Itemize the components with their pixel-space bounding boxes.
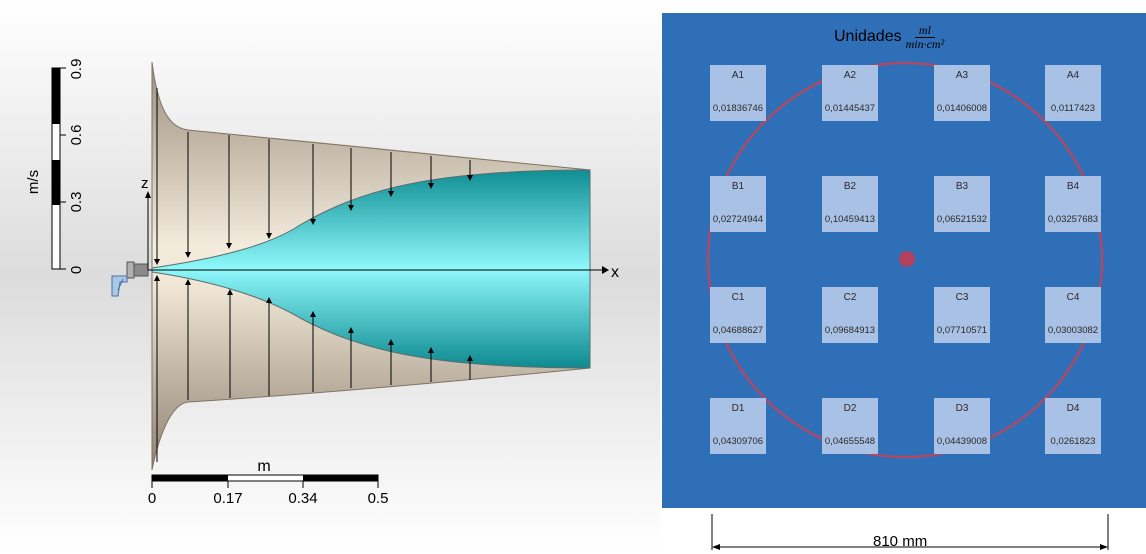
x-axis bbox=[148, 266, 609, 274]
dimension-line bbox=[711, 514, 1109, 550]
collector-a3: A3 0,01406008 bbox=[934, 65, 990, 121]
collector-value: 0,06521532 bbox=[936, 214, 988, 225]
length-tick-0-34: 0.34 bbox=[288, 490, 317, 507]
collector-id: D2 bbox=[843, 403, 857, 414]
collector-c4: C4 0,03003082 bbox=[1045, 287, 1101, 343]
collector-id: C1 bbox=[731, 292, 745, 303]
collector-b2: B2 0,10459413 bbox=[822, 176, 878, 232]
collector-id: B2 bbox=[843, 181, 857, 192]
collector-value: 0,10459413 bbox=[824, 214, 876, 225]
units-denominator: min·cm² bbox=[905, 36, 945, 51]
collector-b4: B4 0,03257683 bbox=[1045, 176, 1101, 232]
units-fraction: ml min·cm² bbox=[905, 23, 945, 51]
collector-value: 0,0261823 bbox=[1050, 436, 1096, 447]
collector-d3: D3 0,04439008 bbox=[934, 398, 990, 454]
collector-a1: A1 0,01836746 bbox=[710, 65, 766, 121]
collector-value: 0,04439008 bbox=[936, 436, 988, 447]
collector-value: 0,03003082 bbox=[1047, 325, 1099, 336]
collector-value: 0,0117423 bbox=[1050, 103, 1096, 114]
collector-id: A1 bbox=[731, 70, 745, 81]
collector-c2: C2 0,09684913 bbox=[822, 287, 878, 343]
collector-value: 0,09684913 bbox=[824, 325, 876, 336]
collector-value: 0,01836746 bbox=[712, 103, 764, 114]
units-prefix: Unidades bbox=[834, 28, 902, 45]
collection-grid-panel: Unidades ml min·cm² A1 0,01836746 A2 0,0… bbox=[662, 13, 1146, 508]
velocity-scale-bar bbox=[51, 67, 66, 270]
spray-core bbox=[151, 169, 591, 369]
collector-d2: D2 0,04655548 bbox=[822, 398, 878, 454]
length-unit-label: m bbox=[257, 458, 270, 475]
collector-value: 0,04655548 bbox=[824, 436, 876, 447]
spray-plume-diagram: x z 0 0.3 0.6 0.9 m/s bbox=[0, 0, 660, 554]
velocity-tick-0-3: 0.3 bbox=[68, 192, 85, 213]
collector-id: B4 bbox=[1066, 181, 1080, 192]
spray-circle-svg bbox=[706, 61, 1104, 459]
velocity-tick-0: 0 bbox=[68, 266, 85, 274]
length-tick-0-17: 0.17 bbox=[213, 490, 242, 507]
velocity-tick-0-9: 0.9 bbox=[68, 59, 85, 80]
collector-id: D3 bbox=[955, 403, 969, 414]
collector-b1: B1 0,02724944 bbox=[710, 176, 766, 232]
collector-a4: A4 0,0117423 bbox=[1045, 65, 1101, 121]
collector-id: A2 bbox=[843, 70, 857, 81]
center-dot bbox=[899, 251, 915, 267]
collector-id: B3 bbox=[955, 181, 969, 192]
bottom-velocity-arrows bbox=[154, 275, 473, 462]
collector-b3: B3 0,06521532 bbox=[934, 176, 990, 232]
collector-c1: C1 0,04688627 bbox=[710, 287, 766, 343]
x-axis-label: x bbox=[611, 264, 619, 281]
collector-value: 0,04309706 bbox=[712, 436, 764, 447]
velocity-tick-0-6: 0.6 bbox=[68, 125, 85, 146]
z-axis-label: z bbox=[141, 175, 149, 192]
collector-id: C4 bbox=[1066, 292, 1080, 303]
collector-id: D1 bbox=[731, 403, 745, 414]
length-tick-0-5: 0.5 bbox=[368, 490, 389, 507]
collector-d4: D4 0,0261823 bbox=[1045, 398, 1101, 454]
velocity-unit-label: m/s bbox=[25, 170, 42, 194]
spray-footprint-circle bbox=[706, 61, 1104, 459]
dimension-label: 810 mm bbox=[873, 533, 928, 550]
collector-a2: A2 0,01445437 bbox=[822, 65, 878, 121]
top-velocity-arrows bbox=[154, 88, 473, 265]
collector-value: 0,04688627 bbox=[712, 325, 764, 336]
collector-id: A4 bbox=[1066, 70, 1080, 81]
collector-id: A3 bbox=[955, 70, 969, 81]
nozzle-icon bbox=[111, 261, 149, 297]
collector-value: 0,01445437 bbox=[824, 103, 876, 114]
length-scale-bar bbox=[151, 474, 379, 488]
collector-id: C2 bbox=[843, 292, 857, 303]
collector-value: 0,03257683 bbox=[1047, 214, 1099, 225]
collector-value: 0,01406008 bbox=[936, 103, 988, 114]
z-axis bbox=[145, 191, 151, 270]
collector-c3: C3 0,07710571 bbox=[934, 287, 990, 343]
spray-plume-svg: x z 0 0.3 0.6 0.9 m/s bbox=[0, 0, 660, 554]
collector-d1: D1 0,04309706 bbox=[710, 398, 766, 454]
collector-id: B1 bbox=[731, 181, 745, 192]
collector-value: 0,02724944 bbox=[712, 214, 764, 225]
collector-id: D4 bbox=[1066, 403, 1080, 414]
collector-value: 0,07710571 bbox=[936, 325, 988, 336]
collector-id: C3 bbox=[955, 292, 969, 303]
length-tick-0: 0 bbox=[148, 490, 156, 507]
units-title: Unidades ml min·cm² bbox=[834, 22, 944, 52]
units-numerator: ml bbox=[914, 23, 935, 38]
